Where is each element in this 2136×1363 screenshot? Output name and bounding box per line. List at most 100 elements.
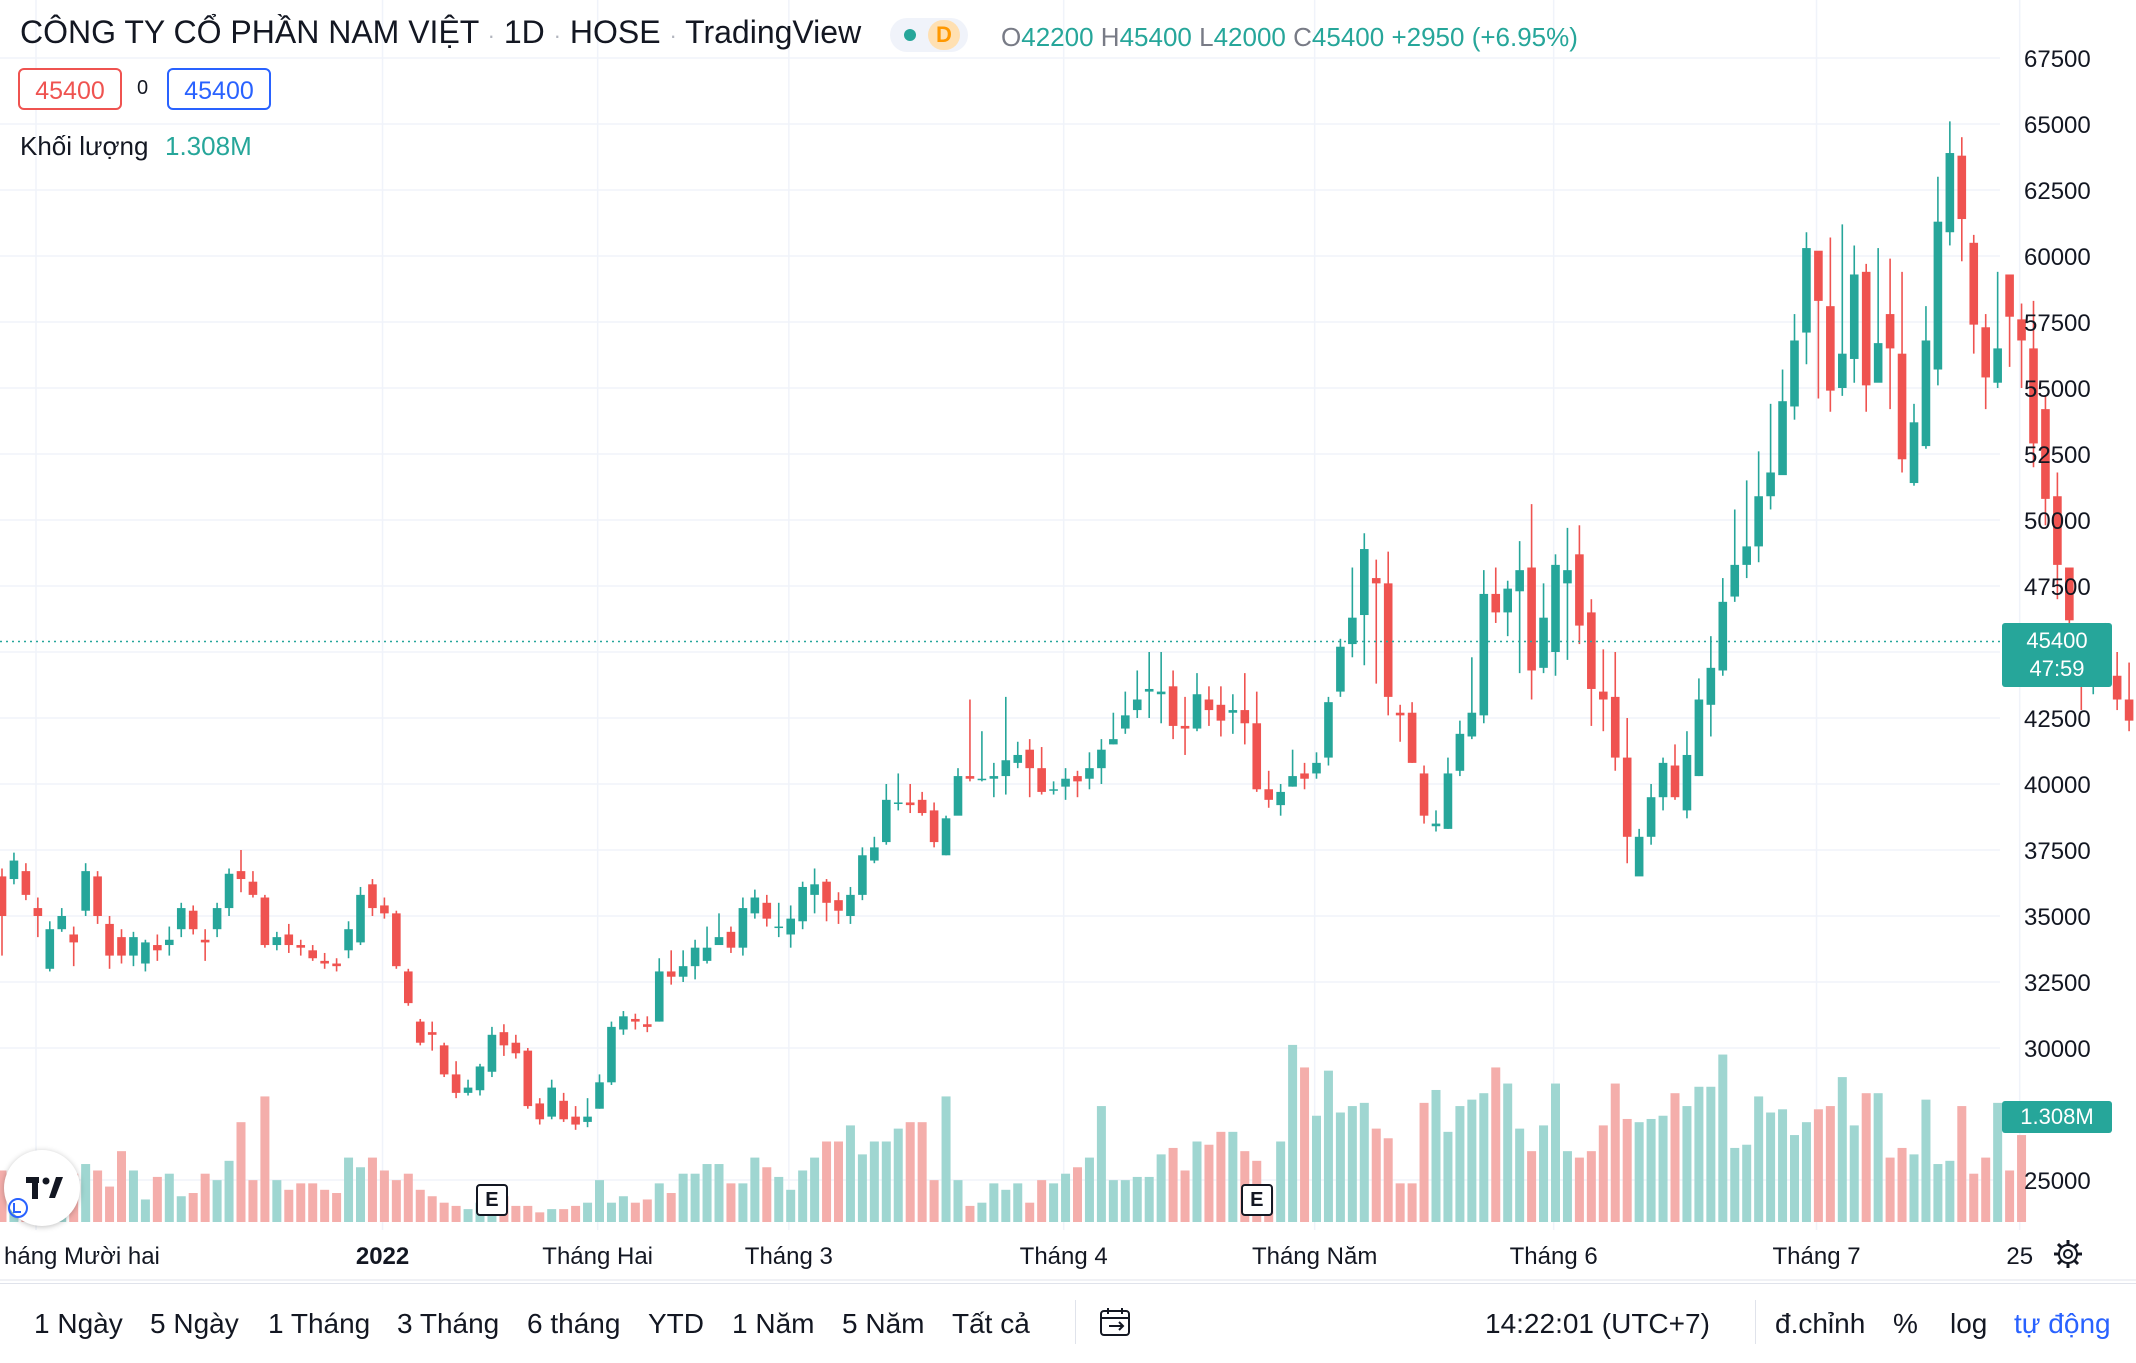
candle-body — [475, 1066, 485, 1091]
candle — [2053, 472, 2062, 600]
range-button[interactable]: Tất cả — [952, 1308, 1030, 1339]
price-tick-label: 47500 — [2024, 574, 2091, 601]
candle — [977, 731, 987, 782]
range-button[interactable]: 1 Tháng — [268, 1308, 371, 1339]
candle-body — [738, 908, 748, 948]
candle — [380, 897, 389, 919]
candle — [726, 926, 736, 953]
candle-body — [129, 937, 138, 956]
candle-body — [69, 934, 78, 943]
market-status[interactable]: D — [890, 18, 968, 52]
time-tick-label: Tháng Năm — [1252, 1243, 1377, 1270]
candle-body — [2029, 348, 2038, 444]
volume-bar — [690, 1173, 700, 1222]
volume-legend-label[interactable]: Khối lượng — [20, 131, 149, 161]
time-tick-label: 25 — [2006, 1243, 2033, 1270]
price-tick-label: 55000 — [2024, 376, 2091, 403]
volume-bar — [1813, 1109, 1823, 1222]
candle — [1575, 525, 1584, 645]
candle-body — [1802, 248, 1811, 333]
title-separator: · — [487, 23, 495, 48]
candle — [678, 950, 688, 982]
candle-body — [1826, 306, 1835, 391]
price-tick-label: 65000 — [2024, 112, 2091, 139]
candle — [1539, 583, 1548, 674]
candle — [368, 879, 377, 916]
volume-bar — [547, 1209, 557, 1222]
candle — [1049, 781, 1058, 795]
candle-body — [21, 871, 31, 895]
volume-bar — [296, 1183, 306, 1222]
volume-bar — [1443, 1131, 1453, 1222]
volume-bar — [1371, 1128, 1381, 1222]
settings-gear-icon[interactable] — [2052, 1238, 2084, 1270]
candle — [1156, 652, 1166, 724]
volume-bar — [1312, 1115, 1321, 1222]
log-toggle[interactable]: log — [1950, 1308, 1988, 1339]
high-label: H — [1100, 22, 1120, 52]
candle — [427, 1021, 437, 1051]
range-button[interactable]: 3 Tháng — [397, 1308, 500, 1339]
range-button[interactable]: 6 tháng — [527, 1308, 621, 1339]
candle — [1969, 234, 1979, 354]
candle-body — [1013, 754, 1023, 763]
percent-toggle[interactable]: % — [1893, 1308, 1918, 1339]
volume-bar — [1491, 1067, 1501, 1222]
candle-body — [1563, 570, 1572, 584]
date-range-button[interactable] — [1098, 1306, 1134, 1340]
ohlc-legend: O42200 H45400 L42000 C45400 +2950 (+6.95… — [1001, 22, 1578, 53]
range-button[interactable]: 5 Năm — [842, 1308, 925, 1339]
price-axis: 67500 65000 62500 60000 57500 55000 52500 50000… — [2024, 46, 2091, 1195]
symbol-title[interactable]: CÔNG TY CỔ PHẦN NAM VIỆT · 1D · HOSE · T… — [20, 14, 861, 51]
price-tick-label: 25000 — [2024, 1168, 2091, 1195]
candle — [1073, 770, 1082, 798]
candle-body — [2124, 699, 2134, 721]
clock-timezone[interactable]: 14:22:01 (UTC+7) — [1485, 1308, 1710, 1339]
volume-bar — [1885, 1157, 1895, 1222]
volume-bar — [750, 1157, 760, 1222]
candle — [989, 762, 999, 798]
volume-bar — [1861, 1093, 1871, 1222]
candle-body — [1575, 554, 1584, 626]
candle-body — [1228, 710, 1238, 713]
candle-body — [1766, 472, 1775, 497]
earnings-badge[interactable]: E — [475, 1184, 508, 1216]
buy-button[interactable]: 45400 — [167, 68, 271, 110]
volume-bar — [857, 1154, 867, 1222]
candle — [583, 1098, 592, 1128]
earnings-badge[interactable]: E — [1240, 1184, 1273, 1216]
volume-bar — [1730, 1147, 1740, 1222]
sell-button[interactable]: 45400 — [18, 68, 122, 110]
volume-bar — [105, 1186, 115, 1222]
candle — [917, 791, 927, 816]
volume-bar — [1718, 1054, 1728, 1222]
candle — [1228, 694, 1238, 734]
volume-bar — [1658, 1115, 1668, 1222]
candle — [1479, 570, 1489, 724]
candle — [356, 886, 365, 946]
price-tick-label: 42500 — [2024, 706, 2091, 733]
toolbar-divider — [1075, 1300, 1076, 1344]
candle-body — [451, 1074, 461, 1093]
volume-bar — [1049, 1183, 1059, 1222]
range-button[interactable]: 1 Ngày — [34, 1308, 123, 1339]
close-label: C — [1293, 22, 1312, 52]
range-button[interactable]: 1 Năm — [732, 1308, 815, 1339]
candle-body — [786, 918, 795, 935]
candle — [141, 939, 150, 972]
range-button[interactable]: 5 Ngày — [150, 1308, 239, 1339]
candle — [1634, 828, 1644, 877]
candle — [1694, 678, 1704, 777]
candle — [1467, 657, 1477, 740]
tradingview-logo[interactable] — [4, 1150, 80, 1226]
volume-bar — [379, 1170, 389, 1222]
range-button[interactable]: YTD — [648, 1308, 704, 1339]
candle-body — [1838, 353, 1847, 388]
auto-scale-toggle[interactable]: tự động — [2014, 1308, 2111, 1339]
volume-bar — [714, 1164, 724, 1222]
volume-bar — [989, 1183, 999, 1222]
volume-bar — [1120, 1180, 1130, 1222]
adjust-toggle[interactable]: đ.chỉnh — [1775, 1308, 1866, 1339]
volume-bar — [786, 1189, 796, 1222]
